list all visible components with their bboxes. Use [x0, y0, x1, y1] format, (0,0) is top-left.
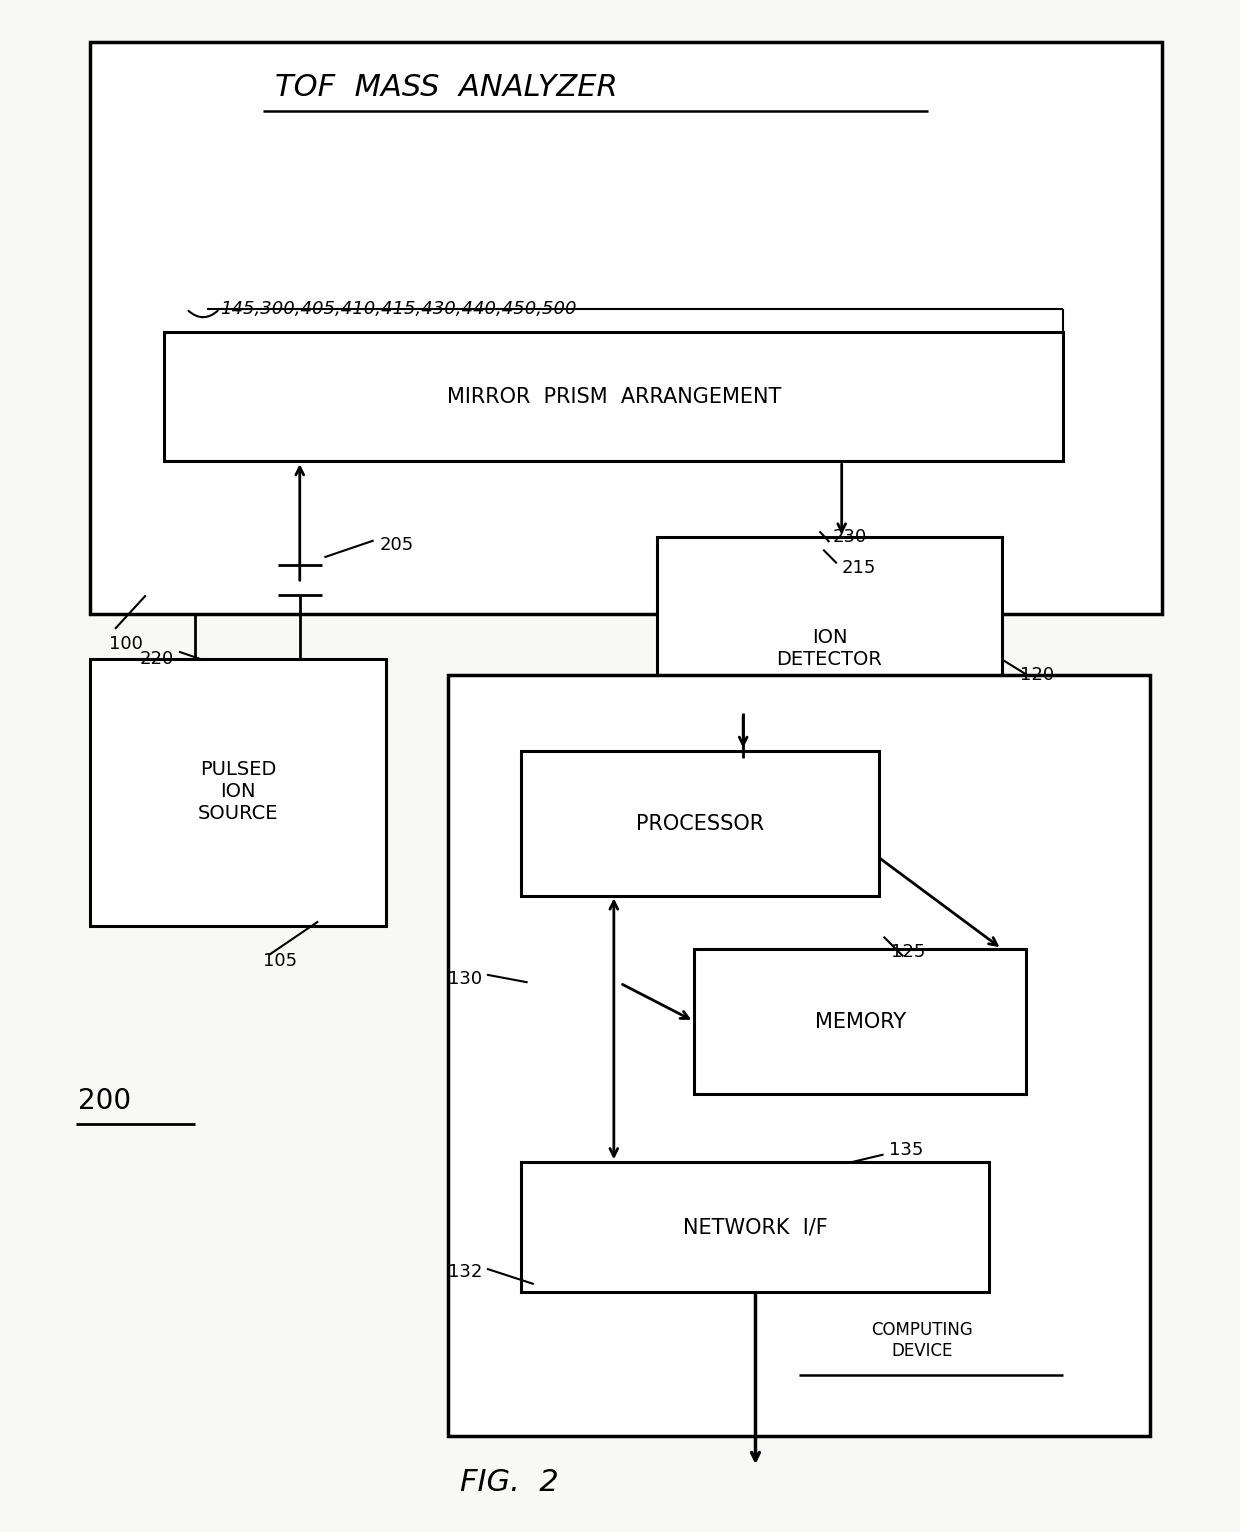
Text: MIRROR  PRISM  ARRANGEMENT: MIRROR PRISM ARRANGEMENT	[446, 388, 781, 408]
Text: 215: 215	[842, 559, 877, 578]
Text: 230: 230	[833, 529, 867, 547]
Text: TOF  MASS  ANALYZER: TOF MASS ANALYZER	[275, 74, 618, 103]
Text: 100: 100	[109, 636, 143, 653]
Text: 135: 135	[889, 1141, 923, 1160]
Text: MEMORY: MEMORY	[815, 1013, 905, 1033]
Text: 132: 132	[448, 1262, 482, 1281]
Text: 130: 130	[448, 970, 482, 988]
Text: 200: 200	[78, 1088, 131, 1115]
FancyBboxPatch shape	[91, 659, 386, 925]
Text: 145,300,405,410,415,430,440,450,500: 145,300,405,410,415,430,440,450,500	[219, 300, 577, 319]
FancyBboxPatch shape	[657, 538, 1002, 758]
Text: 205: 205	[379, 536, 414, 555]
Text: 105: 105	[263, 951, 296, 970]
FancyBboxPatch shape	[522, 1163, 990, 1291]
Text: NETWORK  I/F: NETWORK I/F	[683, 1218, 828, 1238]
Text: FIG.  2: FIG. 2	[460, 1468, 559, 1497]
Text: COMPUTING
DEVICE: COMPUTING DEVICE	[870, 1321, 972, 1360]
FancyBboxPatch shape	[91, 43, 1162, 614]
Text: 120: 120	[1021, 665, 1054, 683]
Text: 220: 220	[140, 651, 174, 668]
FancyBboxPatch shape	[522, 751, 879, 896]
FancyBboxPatch shape	[694, 948, 1027, 1094]
FancyBboxPatch shape	[164, 332, 1064, 461]
Text: ION
DETECTOR: ION DETECTOR	[776, 628, 883, 669]
FancyBboxPatch shape	[448, 674, 1149, 1437]
Text: PULSED
ION
SOURCE: PULSED ION SOURCE	[198, 760, 279, 823]
Text: 125: 125	[892, 942, 925, 961]
Text: PROCESSOR: PROCESSOR	[636, 813, 764, 833]
